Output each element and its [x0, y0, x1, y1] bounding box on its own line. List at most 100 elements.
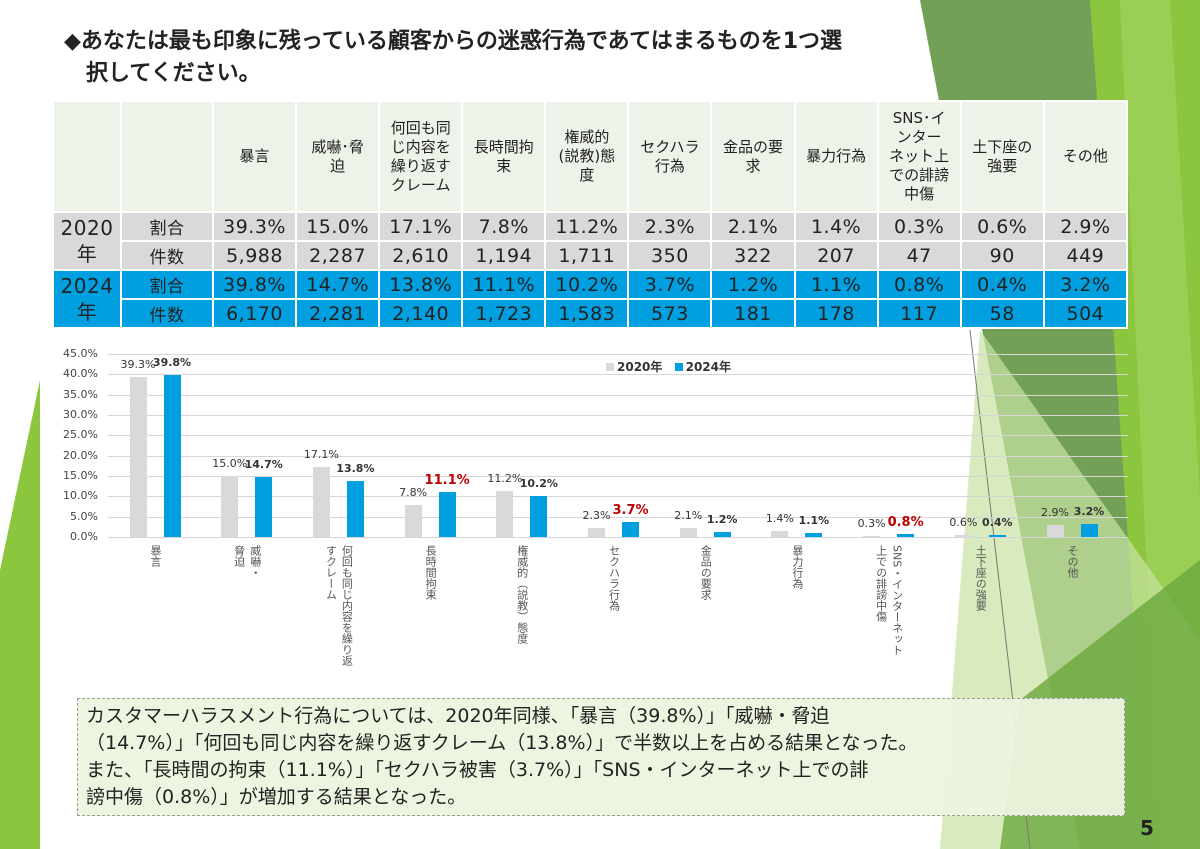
table-cell: 2,287: [295, 240, 381, 271]
data-label-2020: 0.3%: [857, 516, 886, 530]
table-cell: 1,723: [461, 298, 547, 329]
table-cell: 1.4%: [793, 211, 879, 242]
bar-2024: [897, 533, 915, 537]
data-label-2020: 2.3%: [582, 508, 611, 522]
data-label-2024: 11.1%: [424, 472, 470, 488]
bar-2024: [988, 535, 1006, 537]
x-category-label: 暴言: [149, 545, 162, 567]
column-header: SNS･イ ンター ネット上 での誹謗 中傷: [876, 100, 962, 213]
gridline: [108, 516, 1128, 518]
bar-2020: [1046, 525, 1064, 537]
bar-2020: [496, 491, 514, 537]
column-header: 暴言: [211, 100, 298, 213]
page-title: ◆あなたは最も印象に残っている顧客からの迷惑行為であてはまるものを1つ選 択して…: [64, 29, 843, 86]
table-cell: 6,170: [211, 298, 298, 329]
bar-2020: [771, 531, 789, 537]
table-cell: 1,583: [544, 298, 630, 329]
y-tick-label: 20.0%: [63, 448, 98, 462]
gridline: [108, 455, 1128, 457]
data-label-2020: 15.0%: [212, 457, 248, 470]
column-header: 権威的 (説教)態 度: [544, 100, 630, 213]
data-label-2024: 14.7%: [244, 458, 283, 472]
table-cell: 1,194: [461, 240, 547, 271]
column-header: セクハラ 行為: [627, 100, 713, 213]
y-tick-label: 30.0%: [63, 408, 98, 421]
table-row-2024-ratio: 2024 年 割合 39.8% 14.7% 13.8% 11.1% 10.2% 3.7% 1…: [52, 269, 1129, 329]
data-label-2024: 1.1%: [798, 513, 830, 527]
row-label: 件数: [120, 240, 214, 271]
results-table: 暴言 威嚇･脅 迫 何回も同 じ内容を 繰り返す クレーム 長時間拘 束 権威的…: [52, 100, 1129, 329]
data-label-2020: 1.4%: [765, 512, 794, 526]
y-tick-label: 5.0%: [70, 509, 98, 523]
column-header: 土下座の 強要: [959, 100, 1045, 213]
legend-swatch-2020: [606, 363, 614, 371]
row-label: 割合: [120, 269, 214, 300]
bar-2020: [404, 505, 422, 537]
bar-2024: [163, 375, 181, 537]
data-label-2020: 7.8%: [399, 486, 428, 500]
bar-2020: [679, 528, 697, 537]
table-row-2020-count: 件数 5,988 2,287 2,610 1,194 1,711 350 322 207 47 9…: [53, 240, 1129, 271]
gridline: [108, 476, 1128, 477]
table-cell: 3.7%: [627, 269, 713, 300]
table-cell: 3.2%: [1042, 269, 1129, 300]
data-label-2020: 17.1%: [303, 448, 339, 462]
data-label-2020: 39.3%: [120, 358, 156, 372]
table-cell: 178: [793, 298, 879, 329]
gridline: [108, 496, 1128, 498]
table-cell: 14.7%: [295, 269, 381, 300]
table-cell: 0.4%: [959, 269, 1045, 300]
legend-swatch-2024: [674, 363, 683, 371]
x-category-label: 土下座の強要: [974, 545, 988, 611]
column-header: 何回も同 じ内容を 繰り返す クレーム: [378, 100, 464, 213]
x-category-label: 何回も同じ内容を繰り返 すクレーム: [324, 545, 354, 666]
header-blank: [120, 100, 214, 213]
table-cell: 2.1%: [710, 211, 796, 242]
y-tick-label: 10.0%: [63, 489, 98, 503]
table-cell: 0.8%: [876, 269, 962, 300]
table-cell: 2.9%: [1042, 211, 1129, 242]
table-cell: 0.6%: [959, 211, 1045, 242]
table-cell: 10.2%: [544, 269, 630, 300]
data-label-2020: 2.9%: [1041, 506, 1069, 520]
table-cell: 1,711: [544, 240, 630, 271]
table-cell: 47: [876, 240, 962, 271]
table-cell: 449: [1042, 240, 1129, 271]
table-cell: 58: [959, 298, 1045, 329]
x-category-label: SNS・インターネット 上での誹謗中傷: [874, 545, 904, 656]
gridline: [108, 537, 1128, 538]
gridline: [108, 374, 1128, 376]
table-cell: 117: [876, 298, 962, 329]
bar-2020: [221, 476, 239, 537]
data-label-2024: 39.8%: [152, 356, 192, 370]
table-cell: 11.1%: [461, 269, 547, 300]
data-label-2020: 0.6%: [949, 515, 978, 529]
table-cell: 15.0%: [295, 211, 381, 242]
column-header: 暴力行為: [793, 100, 879, 213]
bar-2020: [129, 377, 147, 537]
table-cell: 39.8%: [211, 269, 298, 300]
table-cell: 573: [627, 298, 713, 329]
y-tick-label: 25.0%: [63, 428, 98, 442]
bar-2020: [863, 535, 881, 538]
data-label-2024: 3.7%: [612, 502, 649, 518]
x-category-label: 金品の要求: [699, 545, 713, 600]
header-blank: [52, 100, 122, 213]
table-cell: 17.1%: [378, 211, 464, 242]
column-header: 威嚇･脅 迫: [295, 100, 381, 213]
column-header: 長時間拘 束: [461, 100, 547, 213]
data-label-2024: 1.2%: [706, 513, 738, 527]
x-category-label: セクハラ行為: [607, 545, 621, 611]
gridline: [108, 435, 1128, 437]
bar-2024: [438, 491, 456, 537]
table-header-row: 暴言 威嚇･脅 迫 何回も同 じ内容を 繰り返す クレーム 長時間拘 束 権威的…: [52, 100, 1129, 213]
x-category-label: 長時間拘束: [424, 545, 438, 600]
bar-2024: [805, 532, 823, 537]
bar-2020: [954, 534, 972, 537]
table-cell: 7.8%: [461, 211, 547, 242]
table-cell: 322: [710, 240, 796, 271]
table-row-2024-count: 件数 6,170 2,281 2,140 1,723 1,583 573 181 178 117…: [53, 298, 1129, 329]
chart-legend: 2020年 2024年: [598, 358, 731, 375]
bar-2020: [312, 467, 330, 537]
bar-2024: [346, 480, 364, 537]
